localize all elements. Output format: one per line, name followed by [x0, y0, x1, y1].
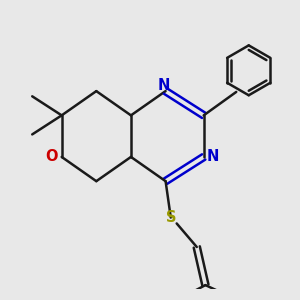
- Text: N: N: [206, 149, 218, 164]
- Text: N: N: [158, 78, 170, 93]
- Text: S: S: [166, 210, 176, 225]
- Text: O: O: [46, 149, 58, 164]
